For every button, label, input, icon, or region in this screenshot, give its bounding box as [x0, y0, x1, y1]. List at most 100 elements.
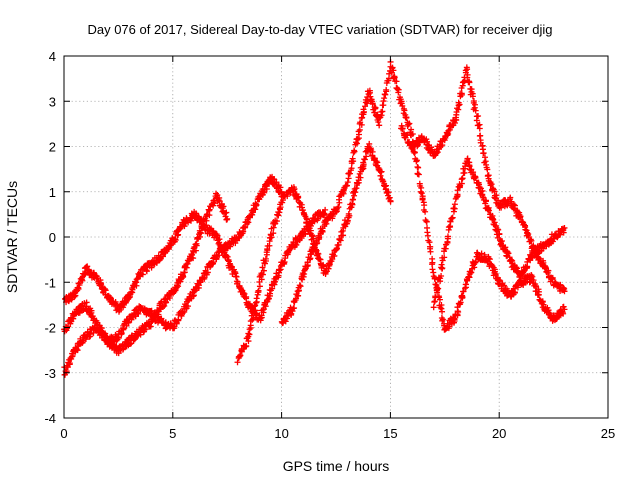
data-point [367, 97, 374, 104]
data-point [495, 197, 502, 204]
data-point [471, 104, 478, 111]
data-point [348, 165, 355, 172]
data-point [439, 257, 446, 264]
axis-ticks: 0 5 10 15 20 25 -4 -3 -2 -1 0 1 2 3 4 [44, 49, 615, 441]
data-point [452, 119, 459, 126]
data-point [339, 227, 346, 234]
data-point [511, 289, 518, 296]
data-point [464, 156, 471, 163]
data-point [524, 263, 531, 270]
data-point [234, 278, 241, 285]
data-point [472, 173, 479, 180]
data-point [361, 156, 368, 163]
data-point [387, 197, 394, 204]
data-point [349, 196, 356, 203]
data-point [378, 168, 385, 175]
data-point [462, 284, 469, 291]
data-point [462, 67, 469, 74]
data-point [379, 108, 386, 115]
data-point [495, 226, 502, 233]
data-point [390, 67, 397, 74]
data-point [104, 335, 111, 342]
data-point [414, 164, 421, 170]
data-point [133, 279, 140, 286]
data-point [557, 282, 564, 289]
data-point [476, 125, 483, 132]
data-point [204, 269, 211, 276]
data-point [453, 117, 460, 124]
data-point [197, 230, 204, 237]
x-tick-label: 25 [601, 426, 615, 441]
data-point [504, 249, 511, 256]
data-point [353, 185, 360, 192]
data-point [479, 142, 486, 149]
data-point [532, 282, 539, 289]
data-point [234, 359, 241, 366]
data-point [411, 149, 418, 156]
data-point [335, 241, 342, 248]
data-point [127, 341, 134, 348]
data-point [97, 279, 104, 286]
data-point [301, 270, 308, 277]
data-point [180, 274, 187, 281]
data-point [216, 239, 223, 246]
data-point [458, 91, 465, 98]
data-point [172, 235, 179, 242]
data-point [377, 172, 384, 179]
data-point [545, 307, 552, 314]
data-point [185, 303, 192, 310]
data-point [296, 199, 303, 206]
data-point [344, 217, 351, 224]
data-point [460, 288, 467, 295]
data-point [123, 322, 130, 329]
data-point [429, 261, 436, 268]
data-point [343, 182, 350, 189]
series-trace-c [61, 190, 231, 378]
data-point [203, 217, 210, 224]
data-point [432, 281, 439, 288]
data-point [525, 231, 532, 238]
data-point [445, 130, 452, 137]
data-point [149, 318, 156, 325]
data-point [314, 239, 321, 246]
data-point [454, 192, 461, 199]
data-point [520, 221, 527, 228]
data-point [438, 305, 445, 312]
data-point [297, 283, 304, 290]
data-point [380, 178, 387, 185]
data-point [386, 70, 393, 77]
data-point [277, 204, 284, 211]
data-point [508, 257, 515, 264]
y-tick-label: 3 [49, 94, 56, 109]
data-point [269, 285, 276, 292]
data-point [356, 126, 363, 133]
data-point [484, 166, 491, 173]
data-point [484, 206, 491, 213]
y-tick-label: 4 [49, 49, 56, 64]
data-point [192, 247, 199, 254]
data-point [200, 224, 207, 231]
x-tick-label: 15 [383, 426, 397, 441]
data-point [415, 171, 422, 178]
data-point [487, 182, 494, 189]
series-trace-a [62, 206, 329, 324]
data-point [246, 331, 253, 338]
data-point [146, 323, 153, 330]
data-point [74, 347, 81, 354]
data-point [345, 210, 352, 217]
data-point [424, 138, 431, 145]
data-point [273, 218, 280, 225]
data-point [260, 267, 267, 274]
data-point [257, 315, 264, 322]
data-point [323, 220, 330, 227]
data-point [245, 219, 252, 226]
data-point [223, 209, 230, 216]
data-point [418, 190, 425, 197]
data-point [237, 352, 244, 359]
data-point [268, 234, 275, 241]
data-point [520, 271, 527, 278]
data-point [250, 315, 257, 322]
data-point [159, 253, 166, 260]
data-point [358, 121, 365, 128]
